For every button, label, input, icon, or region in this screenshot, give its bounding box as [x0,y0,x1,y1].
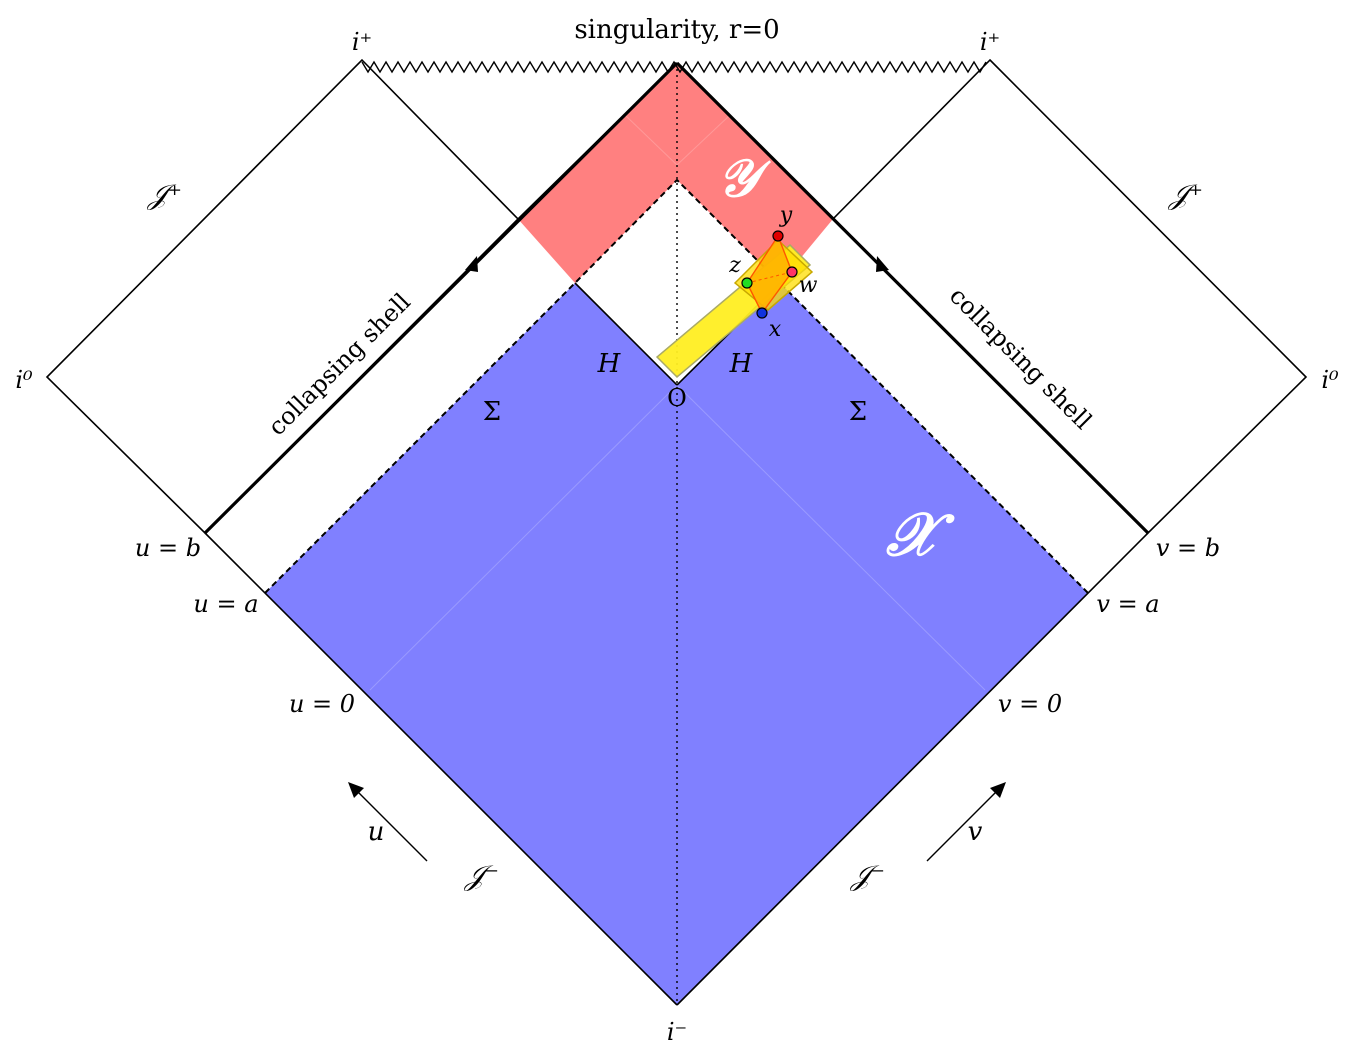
u-axis-label: u [368,817,385,847]
i-zero-right-label: i⁰ [1321,366,1339,394]
point-z-label: z [728,253,741,278]
i-minus-label: i⁻ [667,1018,687,1046]
v-a-label: v = a [1096,590,1159,618]
point-y-dot [772,230,784,242]
shell-arrow-left [465,256,478,272]
scri-minus-left-label: 𝒥⁻ [463,859,499,892]
v-axis-arrow [926,789,999,862]
shell-arrow-right [876,256,889,272]
point-x-label: x [769,317,782,342]
point-x-dot [756,307,768,319]
horizon-left-label: H [597,349,622,379]
point-w-label: w [799,273,818,298]
i-plus-right-label: i⁺ [980,28,1000,56]
singularity-label: singularity, r=0 [574,15,779,45]
i-zero-left-label: i⁰ [15,366,33,394]
collapsing-shell-right [675,61,1150,535]
point-w-dot [786,266,798,278]
horizon-right-label: H [729,349,754,379]
scri-minus-right-label: 𝒥⁻ [849,859,885,892]
scri-plus-right-label: 𝒥⁺ [1167,178,1203,211]
v-axis-label: v [968,817,983,847]
collapsing-shell-left [203,61,679,535]
shell-left-label: collapsing shell [263,288,416,441]
point-y-label: y [779,203,793,228]
u-b-label: u = b [135,534,201,562]
region-y [518,63,833,283]
u-axis-arrow [355,789,428,862]
u-0-label: u = 0 [289,690,355,718]
v-b-label: v = b [1156,534,1220,562]
i-plus-left-label: i⁺ [352,28,372,56]
sigma-right-label: Σ [849,397,867,427]
region-x [265,283,1088,1005]
u-a-label: u = a [193,590,258,618]
v-0-label: v = 0 [998,690,1062,718]
singularity-zigzag [361,60,987,74]
sigma-surface [264,178,1089,594]
origin-label: O [667,384,687,412]
sigma-left-label: Σ [483,397,501,427]
point-z-dot [741,277,753,289]
shell-right-label: collapsing shell [944,282,1097,435]
horizon-left-line [574,282,678,386]
scri-plus-left-label: 𝒥⁺ [146,178,182,211]
